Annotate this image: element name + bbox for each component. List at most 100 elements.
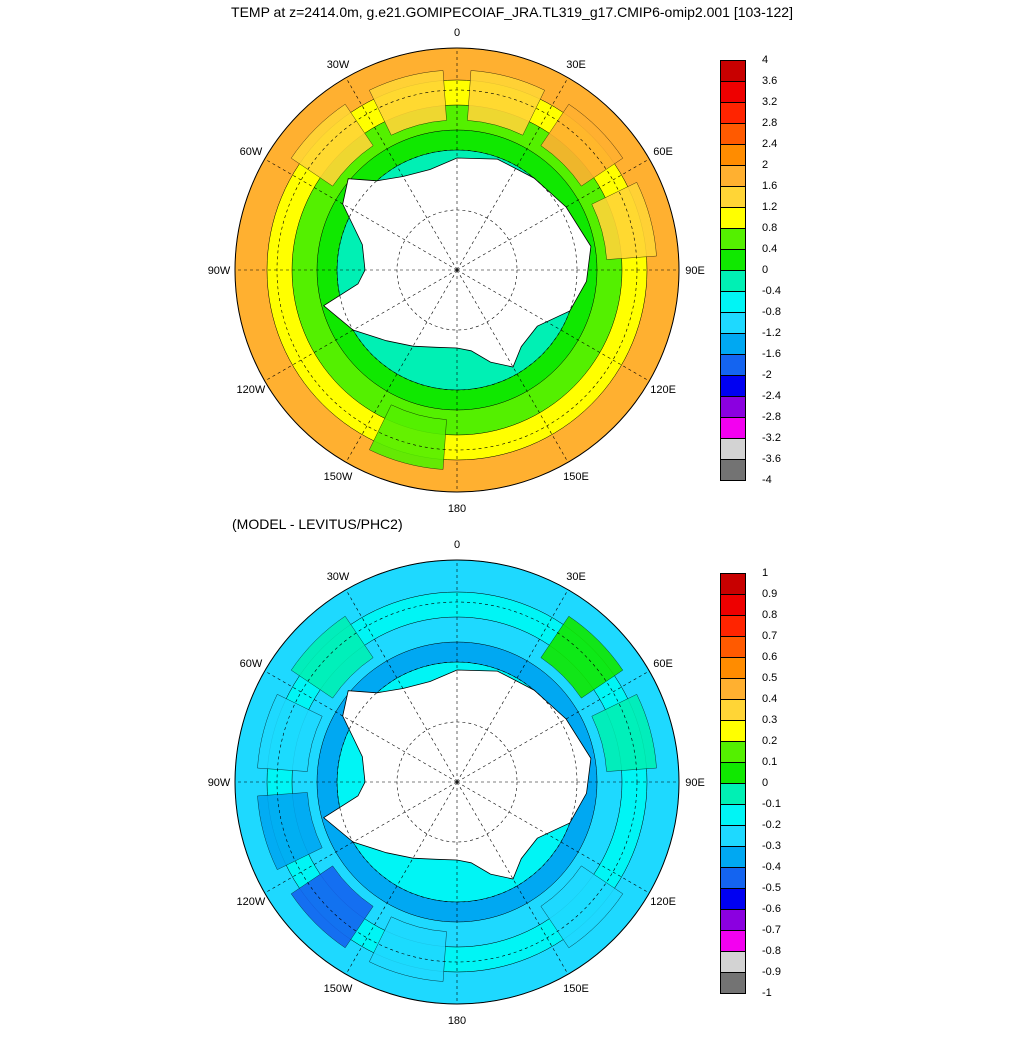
polar-map-model: 0 30E 60E 90E 120E 150E 180 150W 120W 90… <box>208 27 705 515</box>
colorbar-label: 3.6 <box>762 75 778 87</box>
contour-patch <box>591 694 657 772</box>
contour-patch <box>591 182 657 260</box>
lon-label-60e: 60E <box>653 146 673 158</box>
contour-patch <box>540 103 624 187</box>
colorbar-segment <box>720 375 746 397</box>
colorbar-label: 1 <box>762 567 769 579</box>
lon-label-120e: 120E <box>650 896 676 908</box>
colorbar-segment <box>720 186 746 208</box>
colorbar-label: -1.2 <box>762 327 781 339</box>
colorbar-segment <box>720 291 746 313</box>
colorbar-segment <box>720 123 746 145</box>
contour-patch <box>257 694 323 772</box>
lon-label-150e: 150E <box>563 983 589 995</box>
colorbar-label: 0.8 <box>762 222 778 234</box>
figure-subtitle: (MODEL - LEVITUS/PHC2) <box>232 516 403 532</box>
colorbar-segment <box>720 846 746 868</box>
colorbar-label: 0.7 <box>762 630 778 642</box>
colorbar-segment <box>720 783 746 805</box>
colorbar-label: -0.6 <box>762 903 781 915</box>
colorbar-segment <box>720 438 746 460</box>
contour-patch <box>369 70 447 136</box>
colorbar-segment <box>720 573 746 595</box>
lon-label-30w: 30W <box>327 59 350 71</box>
colorbar-segment <box>720 867 746 889</box>
colorbar-segment <box>720 228 746 250</box>
map-panel-model: 0 30E 60E 90E 120E 150E 180 150W 120W 90… <box>180 22 740 542</box>
lon-label-120w: 120W <box>237 896 266 908</box>
colorbar-label: -2.8 <box>762 411 781 423</box>
colorbar-segment <box>720 930 746 952</box>
colorbar-label: 2.8 <box>762 117 778 129</box>
colorbar-segment <box>720 396 746 418</box>
contour-patch <box>290 103 374 187</box>
colorbar-label: -0.2 <box>762 819 781 831</box>
colorbar-segment <box>720 657 746 679</box>
colorbar-label: 0.4 <box>762 243 778 255</box>
colorbar-label: -0.1 <box>762 798 781 810</box>
colorbar-segment <box>720 699 746 721</box>
colorbar-label: 0.5 <box>762 672 778 684</box>
colorbar-label: 0 <box>762 264 769 276</box>
contour-patch <box>369 916 447 982</box>
colorbar-segment <box>720 333 746 355</box>
colorbar-label: 2 <box>762 159 769 171</box>
colorbar-label: 0.9 <box>762 588 778 600</box>
colorbar-segment <box>720 909 746 931</box>
colorbar-segment <box>720 741 746 763</box>
colorbar-label: 0.4 <box>762 693 778 705</box>
colorbar-label: 1.6 <box>762 180 778 192</box>
graticule <box>234 559 680 1005</box>
colorbar-label: 4 <box>762 54 769 66</box>
colorbar-segment <box>720 270 746 292</box>
lon-label-90e: 90E <box>685 777 705 789</box>
ocean-sectors <box>290 70 657 470</box>
colorbar-segment <box>720 825 746 847</box>
colorbar-label: -0.9 <box>762 966 781 978</box>
colorbar-model: 4 3.6 3.2 2.8 2.4 2 1.6 1.2 0.8 0.4 0 -0… <box>720 54 790 486</box>
colorbar-segment <box>720 102 746 124</box>
colorbar-segment <box>720 804 746 826</box>
colorbar-label: -2 <box>762 369 772 381</box>
colorbar-label: 0.2 <box>762 735 778 747</box>
colorbar-segment <box>720 312 746 334</box>
colorbar-label: -1 <box>762 987 772 999</box>
contour-patch <box>540 615 624 699</box>
lon-label-150e: 150E <box>563 471 589 483</box>
lon-label-180: 180 <box>448 1015 466 1027</box>
ocean-sectors <box>257 615 657 982</box>
colorbar-segment <box>720 594 746 616</box>
colorbar-segment <box>720 615 746 637</box>
colorbar-segment <box>720 417 746 439</box>
colorbar-label: 0 <box>762 777 769 789</box>
colorbar-segment <box>720 678 746 700</box>
lon-label-60w: 60W <box>240 658 263 670</box>
lon-label-90w: 90W <box>208 265 231 277</box>
contour-patch <box>467 70 545 136</box>
colorbar-segment <box>720 972 746 994</box>
lon-label-30e: 30E <box>566 571 586 583</box>
longitude-labels: 0 30E 60E 90E 120E 150E 180 150W 120W 90… <box>208 27 705 515</box>
contour-patch <box>369 404 447 470</box>
contour-patch <box>540 865 624 949</box>
colorbar-label: -1.6 <box>762 348 781 360</box>
contour-patch <box>257 792 323 870</box>
lon-label-0: 0 <box>454 539 460 551</box>
colorbar-label: -0.4 <box>762 861 781 873</box>
lon-label-150w: 150W <box>324 983 353 995</box>
colorbar-label: -0.8 <box>762 945 781 957</box>
colorbar-segment <box>720 888 746 910</box>
graticule <box>234 47 680 493</box>
lon-label-120w: 120W <box>237 384 266 396</box>
contour-patch <box>290 865 374 949</box>
colorbar-label: 3.2 <box>762 96 778 108</box>
colorbar-segment <box>720 951 746 973</box>
colorbar-difference: 1 0.9 0.8 0.7 0.6 0.5 0.4 0.3 0.2 0.1 0 … <box>720 567 790 999</box>
map-panel-difference: 0 30E 60E 90E 120E 150E 180 150W 120W 90… <box>180 534 740 1054</box>
colorbar-label: -4 <box>762 474 772 486</box>
lon-label-90w: 90W <box>208 777 231 789</box>
lon-label-150w: 150W <box>324 471 353 483</box>
colorbar-label: -3.2 <box>762 432 781 444</box>
colorbar-segment <box>720 636 746 658</box>
colorbar-segment <box>720 165 746 187</box>
